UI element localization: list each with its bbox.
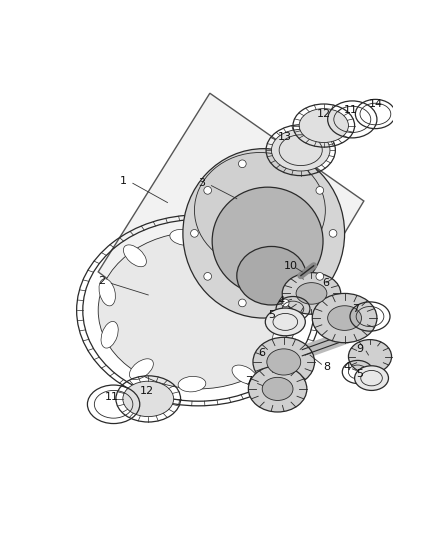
- Ellipse shape: [262, 377, 293, 400]
- Text: 2: 2: [99, 276, 106, 286]
- Ellipse shape: [99, 279, 115, 306]
- Ellipse shape: [265, 308, 305, 336]
- Ellipse shape: [232, 365, 257, 384]
- Ellipse shape: [212, 187, 323, 295]
- Ellipse shape: [272, 130, 330, 171]
- Text: 7: 7: [245, 376, 252, 386]
- Ellipse shape: [183, 149, 345, 318]
- Ellipse shape: [170, 229, 198, 245]
- Polygon shape: [98, 93, 364, 387]
- Text: 4: 4: [343, 361, 350, 372]
- Text: 9: 9: [357, 344, 364, 354]
- Ellipse shape: [237, 246, 306, 305]
- Ellipse shape: [248, 366, 307, 412]
- Ellipse shape: [178, 376, 206, 392]
- Ellipse shape: [98, 232, 298, 389]
- Ellipse shape: [253, 337, 314, 386]
- Ellipse shape: [328, 306, 361, 330]
- Text: 11: 11: [344, 105, 358, 115]
- Text: 12: 12: [140, 386, 154, 396]
- Ellipse shape: [329, 230, 337, 237]
- Text: 8: 8: [323, 361, 330, 372]
- Ellipse shape: [238, 299, 246, 307]
- Text: 7: 7: [353, 304, 360, 314]
- Text: 13: 13: [278, 132, 292, 142]
- Ellipse shape: [316, 187, 324, 194]
- Ellipse shape: [191, 230, 198, 237]
- Ellipse shape: [355, 366, 389, 391]
- Ellipse shape: [282, 273, 341, 314]
- Text: 11: 11: [105, 392, 119, 401]
- Text: 14: 14: [369, 99, 383, 109]
- Ellipse shape: [101, 321, 118, 348]
- Ellipse shape: [129, 359, 153, 379]
- Text: 5: 5: [268, 310, 275, 320]
- Ellipse shape: [349, 340, 392, 374]
- Text: 5: 5: [357, 369, 364, 379]
- Text: 6: 6: [259, 348, 266, 358]
- Text: 6: 6: [322, 278, 329, 288]
- Text: 12: 12: [317, 109, 331, 119]
- Text: 10: 10: [284, 261, 298, 271]
- Text: 1: 1: [120, 176, 127, 186]
- Ellipse shape: [238, 160, 246, 168]
- Ellipse shape: [267, 349, 301, 375]
- Ellipse shape: [204, 187, 212, 194]
- Ellipse shape: [273, 331, 291, 357]
- Ellipse shape: [281, 299, 289, 307]
- Ellipse shape: [299, 109, 349, 142]
- Ellipse shape: [296, 282, 327, 304]
- Text: 3: 3: [199, 179, 206, 188]
- Ellipse shape: [194, 152, 325, 268]
- Ellipse shape: [312, 294, 377, 343]
- Ellipse shape: [281, 160, 289, 168]
- Ellipse shape: [204, 272, 212, 280]
- Ellipse shape: [124, 245, 146, 266]
- Ellipse shape: [123, 381, 173, 417]
- Text: 4: 4: [277, 296, 284, 306]
- Ellipse shape: [316, 272, 324, 280]
